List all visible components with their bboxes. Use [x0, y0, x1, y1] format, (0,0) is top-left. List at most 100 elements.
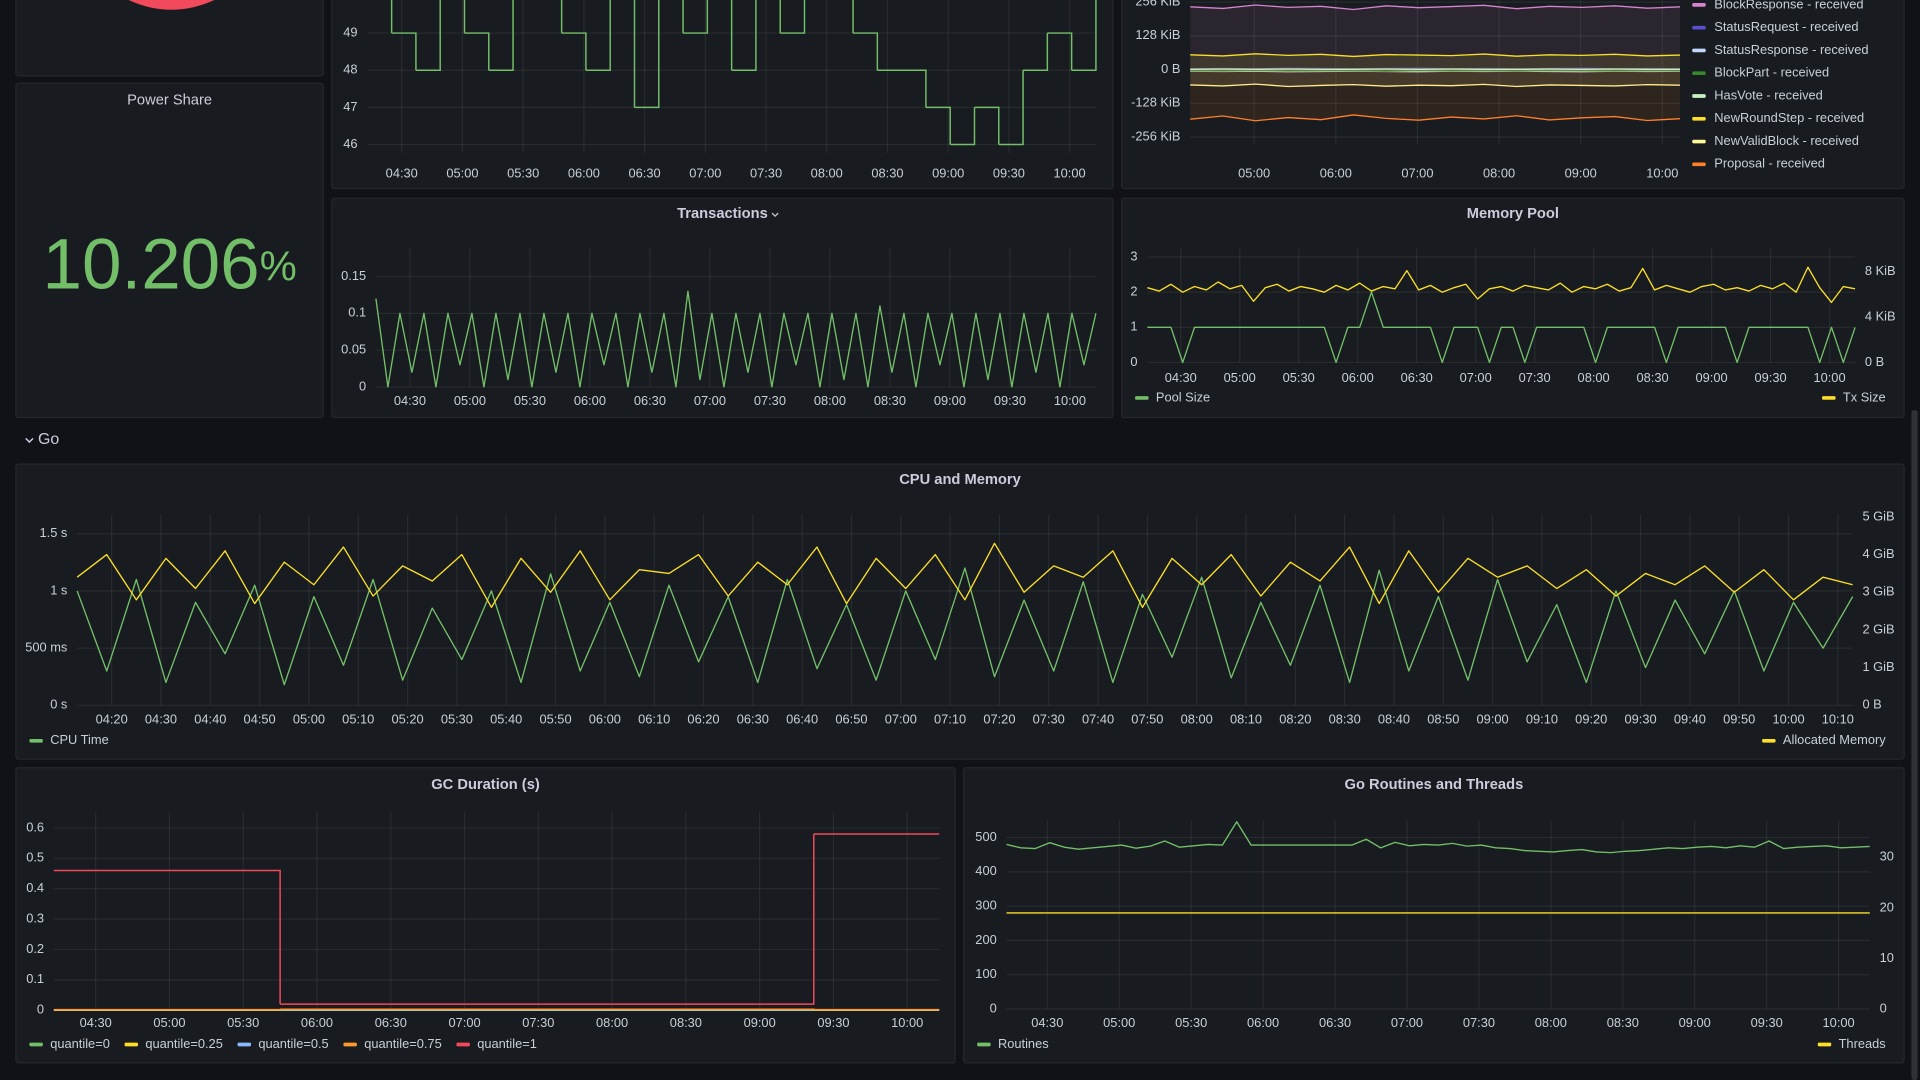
panel-group: 04:30 05:00 05:30 06:00 06:30 07:00 07:30 08:00…: [331, 0, 1114, 190]
panel-title[interactable]: Transactions: [677, 206, 768, 222]
row-chevron[interactable]: [25, 437, 34, 444]
legend-label[interactable]: Pool Size: [1156, 389, 1210, 404]
panel-group: CPU and Memory 04:20 04:30 04:40 04:50 05:00 0…: [15, 463, 1905, 760]
line-step: [974, 106, 1000, 145]
x-tick-label: 09:50: [1723, 711, 1755, 726]
legend-label[interactable]: Threads: [1839, 1036, 1886, 1051]
y2-tick-label: 1 GiB: [1862, 659, 1894, 674]
legend-label[interactable]: quantile=0.5: [258, 1036, 328, 1051]
panel-title[interactable]: GC Duration (s): [431, 777, 540, 793]
legend-swatch: [1692, 25, 1706, 30]
legend-label[interactable]: quantile=0.25: [145, 1036, 223, 1051]
line-step: [780, 0, 806, 34]
legend-label[interactable]: HasVote - received: [1714, 87, 1823, 102]
x-tick-label: 05:30: [514, 393, 546, 408]
legend-label[interactable]: Proposal - received: [1714, 156, 1825, 171]
panel-group: GC Duration (s) 04:30 05:00 05:30 06:00 06:30…: [15, 767, 956, 1064]
x-tick-label: 09:00: [1565, 165, 1597, 180]
area: [1190, 53, 1680, 70]
panel-title[interactable]: Go Routines and Threads: [1345, 777, 1524, 793]
line-step: [998, 70, 1024, 146]
legend-label[interactable]: quantile=0: [50, 1036, 110, 1051]
x-tick-label: 06:00: [568, 165, 600, 180]
x-tick-label: 09:30: [1751, 1015, 1783, 1030]
legend-label[interactable]: Tx Size: [1843, 389, 1886, 404]
x-tick-label: 06:00: [301, 1015, 333, 1030]
x-tick-label: 08:30: [1607, 1015, 1639, 1030]
x-tick-label: 05:00: [1224, 370, 1256, 385]
line: [1190, 53, 1681, 58]
legend-label[interactable]: BlockResponse - received: [1714, 0, 1863, 11]
x-tick-label: 07:30: [1519, 370, 1551, 385]
line-step: [901, 69, 927, 108]
y2-tick-label: 8 KiB: [1865, 263, 1896, 278]
y-tick-label: 2: [1130, 284, 1137, 299]
legend-label[interactable]: quantile=1: [477, 1036, 537, 1051]
legend-swatch: [1692, 116, 1706, 121]
panel: [331, 197, 1114, 419]
y2-tick-label: 4 GiB: [1862, 546, 1894, 561]
line: [1006, 821, 1870, 854]
line-step: [585, 0, 611, 71]
stat-number: 10.206: [42, 225, 259, 304]
panel: [963, 767, 1905, 1064]
legend-swatch: [1692, 139, 1706, 144]
legend-label[interactable]: StatusRequest - received: [1714, 19, 1858, 34]
x-tick-label: 06:30: [634, 393, 666, 408]
panel-title[interactable]: CPU and Memory: [899, 472, 1021, 488]
line-step: [925, 106, 951, 145]
x-tick-label: 06:00: [1247, 1015, 1279, 1030]
x-tick-label: 06:30: [629, 165, 661, 180]
gauge-arc: [128, 0, 215, 10]
legend-label[interactable]: NewValidBlock - received: [1714, 133, 1859, 148]
row-title[interactable]: Go: [38, 431, 59, 448]
x-tick-label: 07:00: [1401, 165, 1433, 180]
legend-label[interactable]: Allocated Memory: [1783, 732, 1886, 747]
x-tick-label: 09:00: [744, 1015, 776, 1030]
x-tick-label: 07:50: [1131, 711, 1163, 726]
x-tick-label: 10:00: [1054, 393, 1086, 408]
y-tick-label: 0: [359, 378, 366, 393]
x-tick-label: 08:00: [814, 393, 846, 408]
y-tick-label: 49: [343, 24, 357, 39]
x-tick-label: 04:30: [394, 393, 426, 408]
x-tick-label: 08:00: [596, 1015, 628, 1030]
legend-label[interactable]: quantile=0.75: [364, 1036, 441, 1051]
legend-swatch: [1692, 3, 1706, 7]
x-tick-label: 06:00: [589, 711, 621, 726]
x-tick-label: 05:20: [392, 711, 424, 726]
line: [375, 290, 1097, 388]
line-step: [390, 0, 393, 34]
title-chevron[interactable]: [771, 212, 779, 217]
charts: 04:30 05:00 05:30 06:00 06:30 07:00 07:30 08:00…: [15, 0, 1905, 1064]
line-step: [463, 0, 466, 34]
legend-label[interactable]: StatusResponse - received: [1714, 42, 1868, 57]
y-tick-label: 128 KiB: [1135, 27, 1180, 42]
legend-label[interactable]: BlockPart - received: [1714, 65, 1829, 80]
x-tick-label: 04:20: [96, 711, 128, 726]
x-tick-label: 05:10: [342, 711, 374, 726]
x-tick-label: 09:20: [1575, 711, 1607, 726]
x-tick-label: 06:00: [1342, 370, 1374, 385]
panel-title[interactable]: Memory Pool: [1467, 206, 1559, 222]
y-tick-label: -128 KiB: [1131, 95, 1180, 110]
x-tick-label: 05:40: [490, 711, 522, 726]
x-tick-label: 05:30: [441, 711, 473, 726]
legend-label[interactable]: NewRoundStep - received: [1714, 110, 1864, 125]
legend-label[interactable]: Routines: [998, 1036, 1049, 1051]
y2-tick-label: 5 GiB: [1862, 508, 1894, 523]
y2-tick-label: 30: [1880, 849, 1894, 864]
x-tick-label: 08:10: [1230, 711, 1262, 726]
y-tick-label: 47: [343, 99, 357, 114]
legend-label[interactable]: CPU Time: [50, 732, 109, 747]
x-tick-label: 09:30: [1754, 370, 1786, 385]
y-tick-label: 48: [343, 62, 357, 77]
line-step: [633, 0, 636, 108]
x-tick-label: 06:30: [375, 1015, 407, 1030]
legend-swatch: [977, 1042, 991, 1047]
stat-unit: %: [260, 242, 297, 289]
y-tick-label: 500: [975, 829, 996, 844]
scrollbar[interactable]: [1911, 410, 1918, 1080]
x-tick-label: 10:00: [1813, 370, 1845, 385]
x-tick-label: 07:00: [885, 711, 917, 726]
